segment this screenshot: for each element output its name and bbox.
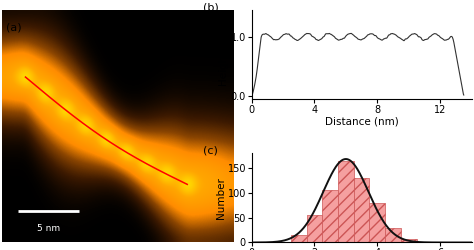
Bar — [369, 203, 385, 242]
Text: 5 nm: 5 nm — [37, 224, 60, 233]
Bar — [322, 190, 338, 242]
Text: (b): (b) — [203, 3, 219, 13]
Y-axis label: Number: Number — [216, 177, 226, 219]
Y-axis label: Height (nm): Height (nm) — [219, 24, 229, 86]
Bar — [338, 160, 354, 242]
Text: (c): (c) — [203, 146, 218, 156]
Bar — [354, 178, 369, 242]
Text: (a): (a) — [6, 22, 22, 32]
Bar — [385, 228, 401, 242]
Bar — [291, 235, 307, 242]
Bar — [307, 215, 322, 242]
Bar — [401, 238, 417, 242]
X-axis label: Distance (nm): Distance (nm) — [325, 116, 399, 126]
